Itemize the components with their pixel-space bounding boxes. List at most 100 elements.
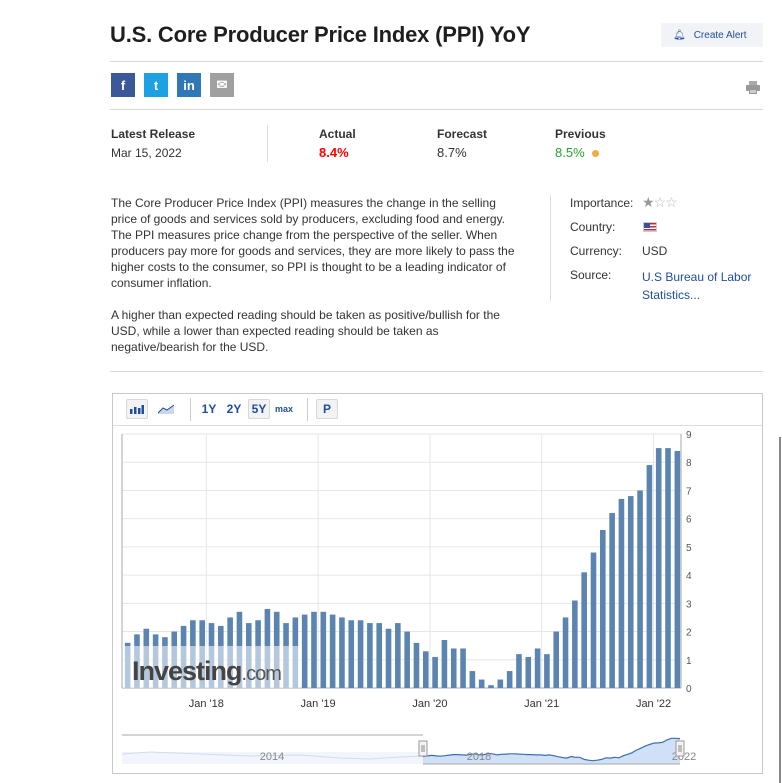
bar bbox=[581, 572, 587, 688]
bar bbox=[609, 513, 615, 688]
bar bbox=[516, 654, 522, 688]
y-tick-label: 3 bbox=[686, 599, 692, 610]
bar bbox=[422, 651, 429, 688]
bar bbox=[488, 685, 494, 688]
email-share-button[interactable]: ✉ bbox=[210, 73, 234, 97]
bar bbox=[441, 640, 448, 688]
bar bbox=[376, 623, 383, 688]
y-tick-label: 6 bbox=[686, 515, 692, 526]
navigator-line bbox=[422, 737, 681, 762]
bar bbox=[357, 620, 364, 688]
bar bbox=[497, 679, 504, 688]
navigator-line-unselected bbox=[121, 751, 424, 760]
divider bbox=[110, 371, 763, 372]
previous-value: 8.5% bbox=[555, 145, 585, 160]
bar bbox=[600, 529, 606, 688]
y-tick-label: 8 bbox=[686, 458, 692, 469]
bar bbox=[385, 628, 392, 688]
divider bbox=[110, 61, 763, 62]
chart-container: 1Y 2Y 5Y max P bbox=[112, 393, 763, 774]
bar bbox=[544, 654, 550, 688]
area-chart-button[interactable] bbox=[155, 399, 177, 419]
bar bbox=[404, 631, 410, 688]
toolbar-separator bbox=[190, 398, 191, 421]
bar bbox=[329, 614, 336, 688]
bar bbox=[348, 620, 355, 688]
bell-icon: 🔔︎ bbox=[673, 29, 686, 41]
y-tick-label: 7 bbox=[686, 486, 692, 497]
divider bbox=[267, 125, 268, 162]
bar bbox=[674, 450, 681, 688]
previous-label: Previous bbox=[555, 127, 606, 141]
navigator-series-unselected bbox=[122, 752, 423, 764]
bar bbox=[525, 656, 532, 688]
bar bbox=[469, 671, 476, 688]
currency-label: Currency: bbox=[570, 244, 623, 258]
bar bbox=[655, 448, 662, 688]
toolbar-separator bbox=[307, 398, 308, 421]
divider bbox=[110, 109, 763, 110]
actual-label: Actual bbox=[319, 127, 356, 141]
description-paragraph: The Core Producer Price Index (PPI) meas… bbox=[111, 196, 515, 290]
bar bbox=[320, 611, 327, 688]
bar bbox=[506, 671, 513, 688]
scrollbar[interactable] bbox=[779, 437, 781, 783]
bar bbox=[590, 552, 597, 688]
range-max-button[interactable]: max bbox=[274, 404, 293, 414]
area-chart-icon bbox=[158, 404, 174, 414]
p-button[interactable]: P bbox=[316, 399, 338, 419]
twitter-share-button[interactable]: t bbox=[144, 73, 168, 97]
latest-release-date: Mar 15, 2022 bbox=[111, 146, 182, 160]
source-link[interactable]: U.S Bureau of Labor Statistics... bbox=[642, 270, 752, 302]
y-tick-label: 0 bbox=[686, 684, 692, 695]
country-label: Country: bbox=[570, 220, 616, 234]
linkedin-share-button[interactable]: in bbox=[177, 73, 201, 97]
y-tick-label: 4 bbox=[686, 571, 692, 582]
forecast-value: 8.7% bbox=[437, 145, 467, 160]
bar bbox=[665, 448, 671, 688]
create-alert-label: Create Alert bbox=[693, 29, 747, 41]
star-icon: ☆ bbox=[653, 194, 667, 210]
bar bbox=[450, 648, 457, 688]
bar bbox=[432, 656, 438, 688]
printer-icon[interactable] bbox=[746, 81, 760, 94]
page-title: U.S. Core Producer Price Index (PPI) YoY bbox=[110, 22, 531, 47]
importance-label: Importance: bbox=[570, 196, 634, 210]
y-tick-label: 1 bbox=[686, 656, 692, 667]
bar bbox=[311, 611, 317, 688]
star-icon: ★ bbox=[642, 194, 655, 210]
divider bbox=[113, 425, 762, 426]
bar bbox=[618, 498, 625, 688]
y-tick-label: 5 bbox=[686, 543, 692, 554]
description-paragraph: A higher than expected reading should be… bbox=[111, 308, 500, 354]
bar-chart-button[interactable] bbox=[126, 399, 148, 419]
description: The Core Producer Price Index (PPI) meas… bbox=[111, 195, 521, 371]
navigator-year-label: 2018 bbox=[467, 751, 491, 763]
latest-release-label: Latest Release bbox=[111, 127, 196, 141]
range-5y-button[interactable]: 5Y bbox=[248, 399, 270, 419]
currency-value: USD bbox=[642, 244, 668, 258]
create-alert-button[interactable]: 🔔︎ Create Alert bbox=[661, 23, 763, 47]
forecast-label: Forecast bbox=[437, 127, 488, 141]
x-tick-label: Jan '18 bbox=[189, 698, 224, 710]
x-tick-label: Jan '19 bbox=[301, 698, 336, 710]
range-2y-button[interactable]: 2Y bbox=[226, 402, 242, 416]
divider bbox=[550, 195, 551, 301]
actual-value: 8.4% bbox=[319, 145, 349, 160]
navigator-handle[interactable] bbox=[418, 740, 428, 757]
watermark-backdrop bbox=[123, 646, 301, 688]
bar bbox=[367, 623, 373, 688]
range-1y-button[interactable]: 1Y bbox=[201, 402, 217, 416]
bar bbox=[646, 465, 653, 688]
source-label: Source: bbox=[570, 268, 612, 282]
bar bbox=[637, 490, 643, 688]
facebook-share-button[interactable]: f bbox=[111, 73, 135, 97]
navigator-area bbox=[423, 738, 680, 764]
y-tick-label: 9 bbox=[686, 430, 692, 441]
navigator-handle[interactable] bbox=[675, 740, 685, 757]
importance-stars: ★☆☆ bbox=[642, 194, 678, 211]
bar bbox=[395, 623, 401, 688]
revision-dot-icon bbox=[592, 150, 599, 157]
bar bbox=[339, 617, 345, 688]
